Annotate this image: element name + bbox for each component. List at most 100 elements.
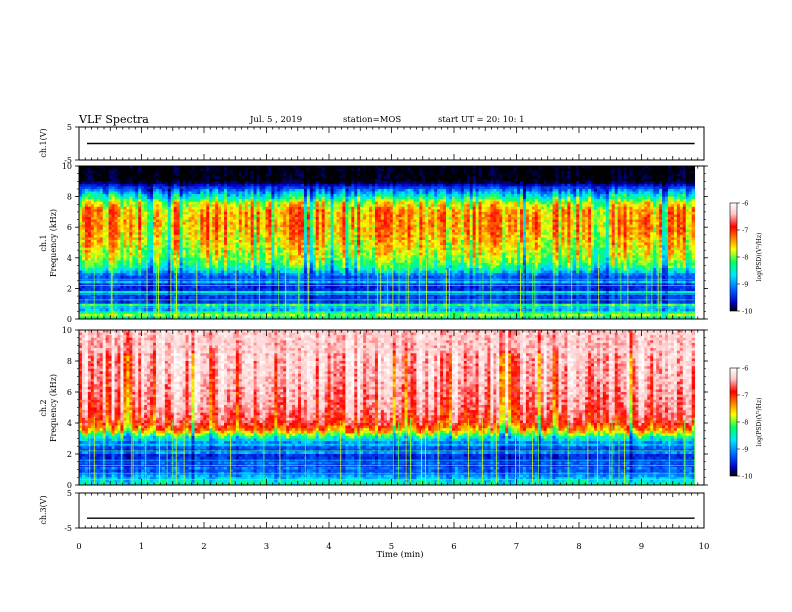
spectrogram-cell [242, 202, 245, 205]
spectrogram-cell [606, 169, 609, 172]
spectrogram-cell [268, 189, 271, 192]
spectrogram-cell [396, 212, 399, 215]
spectrogram-cell [505, 189, 508, 192]
spectrogram-cell [443, 179, 446, 182]
spectrogram-cell [150, 174, 153, 177]
spectrogram-cell [493, 171, 496, 174]
spectrogram-cell [257, 181, 260, 184]
spectrogram-cell [662, 186, 665, 189]
spectrogram-cell [668, 212, 671, 215]
spectrogram-cell [461, 194, 464, 197]
spectrogram-cell [683, 220, 686, 223]
spectrogram-cell [153, 169, 156, 172]
spectrogram-cell [357, 214, 360, 217]
spectrogram-cell [221, 181, 224, 184]
spectrogram-cell [615, 220, 618, 223]
spectrogram-cell [254, 212, 257, 215]
spectrogram-cell [227, 207, 230, 210]
spectrogram-cell [271, 171, 274, 174]
spectrogram-cell [594, 209, 597, 212]
spectrogram-cell [650, 212, 653, 215]
spectrogram-cell [467, 207, 470, 210]
spectrogram-cell [558, 181, 561, 184]
spectrogram-cell [292, 181, 295, 184]
spectrogram-cell [322, 207, 325, 210]
spectrogram-cell [630, 169, 633, 172]
spectrogram-cell [147, 199, 150, 202]
spectrogram-cell [334, 184, 337, 187]
spectrogram-cell [242, 189, 245, 192]
spectrogram-cell [585, 186, 588, 189]
spectrogram-cell [638, 186, 641, 189]
spectrogram-cell [523, 189, 526, 192]
spectrogram-cell [348, 169, 351, 172]
spectrogram-cell [191, 217, 194, 220]
spectrogram-cell [609, 179, 612, 182]
spectrogram-cell [582, 197, 585, 200]
spectrogram-cell [325, 179, 328, 182]
spectrogram-cell [289, 220, 292, 223]
spectrogram-cell [224, 197, 227, 200]
spectrogram-cell [635, 174, 638, 177]
spectrogram-cell [162, 169, 165, 172]
spectrogram-cell [591, 220, 594, 223]
spectrogram-cell [120, 194, 123, 197]
spectrogram-cell [218, 207, 221, 210]
spectrogram-cell [665, 189, 668, 192]
spectrogram-cell [570, 199, 573, 202]
spectrogram-cell [612, 186, 615, 189]
spectrogram-cell [393, 212, 396, 215]
spectrogram-cell [337, 222, 340, 225]
spectrogram-cell [618, 169, 621, 172]
spectrogram-cell [641, 189, 644, 192]
spectrogram-cell [618, 171, 621, 174]
spectrogram-cell [260, 212, 263, 215]
spectrogram-cell [339, 204, 342, 207]
spectrogram-cell [479, 194, 482, 197]
spectrogram-cell [632, 176, 635, 179]
spectrogram-cell [126, 181, 129, 184]
spectrogram-cell [644, 214, 647, 217]
spectrogram-cell [120, 207, 123, 210]
spectrogram-cell [381, 214, 384, 217]
spectrogram-cell [686, 199, 689, 202]
spectrogram-cell [200, 194, 203, 197]
spectrogram-cell [94, 169, 97, 172]
spectrogram-cell [245, 212, 248, 215]
spectrogram-cell [615, 222, 618, 225]
spectrogram-cell [135, 171, 138, 174]
spectrogram-cell [437, 184, 440, 187]
spectrogram-cell [328, 222, 331, 225]
spectrogram-cell [538, 169, 541, 172]
spectrogram-cell [659, 181, 662, 184]
spectrogram-cell [573, 220, 576, 223]
spectrogram-cell [257, 214, 260, 217]
spectrogram-cell [150, 202, 153, 205]
spectrogram-cell [298, 204, 301, 207]
spectrogram-cell [677, 202, 680, 205]
spectrogram-cell [538, 184, 541, 187]
spectrogram-cell [446, 179, 449, 182]
spectrogram-cell [650, 171, 653, 174]
spectrogram-cell [638, 202, 641, 205]
spectrogram-cell [342, 179, 345, 182]
spectrogram-cell [627, 220, 630, 223]
spectrogram-cell [535, 186, 538, 189]
spectrogram-cell [547, 186, 550, 189]
spectrogram-cell [464, 181, 467, 184]
spectrogram-cell [357, 179, 360, 182]
spectrogram-cell [342, 222, 345, 225]
spectrogram-cell [567, 207, 570, 210]
spectrogram-cell [674, 179, 677, 182]
spectrogram-cell [585, 197, 588, 200]
spectrogram-cell [440, 189, 443, 192]
spectrogram-cell [337, 174, 340, 177]
spectrogram-cell [431, 222, 434, 225]
spectrogram-cell [452, 209, 455, 212]
spectrogram-cell [147, 222, 150, 225]
spectrogram-cell [399, 220, 402, 223]
spectrogram-cell [591, 171, 594, 174]
spectrogram-cell [505, 192, 508, 195]
spectrogram-cell [171, 181, 174, 184]
spectrogram-cell [561, 176, 564, 179]
